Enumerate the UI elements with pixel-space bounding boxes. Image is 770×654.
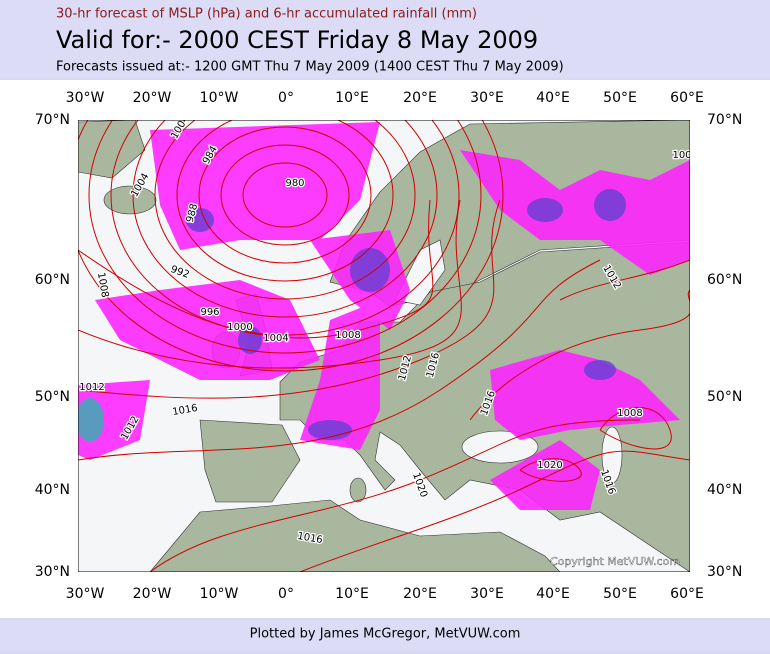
lon-label-bottom: 20°E	[403, 586, 437, 602]
isobars	[78, 120, 690, 572]
footer-credit: Plotted by James McGregor, MetVUW.com	[250, 627, 521, 642]
lon-label-top: 20°E	[403, 90, 437, 106]
lon-label-bottom: 30°W	[66, 586, 105, 602]
lat-label-right: 60°N	[707, 272, 742, 288]
lon-label-bottom: 10°W	[200, 586, 239, 602]
isobar-label: 1004	[263, 333, 288, 344]
lat-label-left: 70°N	[35, 112, 70, 128]
lon-label-bottom: 30°E	[470, 586, 504, 602]
isobar	[559, 259, 690, 301]
isobar	[176, 120, 394, 282]
lat-label-right: 30°N	[707, 564, 742, 580]
isobar	[78, 259, 601, 461]
isobar-label: 100	[672, 150, 691, 161]
copyright: Copyright MetVUW.com	[550, 555, 680, 568]
isobar	[78, 199, 501, 399]
isobar-label: 1020	[537, 460, 562, 471]
isobar-label: 980	[285, 178, 304, 189]
lon-label-top: 0°	[278, 90, 294, 106]
axis-labels: 30°W 30°W 20°W 20°W 10°W 10°W 0° 0° 10°E 10°E 20°E…	[35, 90, 743, 602]
isobar-label: 1008	[335, 330, 360, 341]
isobar	[469, 289, 690, 421]
lon-label-top: 30°E	[470, 90, 504, 106]
footer-band	[0, 620, 770, 650]
isobar	[154, 120, 416, 300]
lat-label-right: 70°N	[707, 112, 742, 128]
lat-label-left: 40°N	[35, 482, 70, 498]
issued: Forecasts issued at:- 1200 GMT Thu 7 May…	[56, 60, 564, 75]
title: Valid for:- 2000 CEST Friday 8 May 2009	[56, 26, 538, 54]
lon-label-top: 60°E	[670, 90, 704, 106]
lon-label-bottom: 40°E	[536, 586, 570, 602]
lon-label-bottom: 60°E	[670, 586, 704, 602]
lat-label-left: 30°N	[35, 564, 70, 580]
lat-label-left: 60°N	[35, 272, 70, 288]
isobar	[198, 126, 372, 264]
lon-label-bottom: 50°E	[603, 586, 637, 602]
lat-label-right: 50°N	[707, 389, 742, 405]
isobar	[78, 199, 462, 369]
isobar	[88, 120, 482, 354]
isobar	[519, 458, 582, 482]
isobar-label: 1012	[79, 382, 104, 393]
lon-label-top: 20°W	[133, 90, 172, 106]
isobar	[110, 120, 460, 336]
lon-label-bottom: 20°W	[133, 586, 172, 602]
isobar	[299, 450, 690, 572]
isobar-label: 996	[200, 307, 219, 318]
isobar	[78, 199, 434, 339]
lon-label-top: 10°W	[200, 90, 239, 106]
isobar	[220, 144, 350, 246]
lon-label-top: 40°E	[536, 90, 570, 106]
isobar	[149, 419, 641, 572]
lon-label-bottom: 10°E	[335, 586, 369, 602]
lat-label-left: 50°N	[35, 389, 70, 405]
isobar-label: 1000	[227, 322, 252, 333]
isobar	[242, 162, 328, 228]
lon-label-top: 30°W	[66, 90, 105, 106]
isobar	[599, 407, 672, 450]
lon-label-top: 50°E	[603, 90, 637, 106]
isobar	[78, 120, 504, 372]
isobar	[132, 120, 438, 318]
lat-label-right: 40°N	[707, 482, 742, 498]
isobar-label: 1008	[617, 408, 642, 419]
lon-label-bottom: 0°	[278, 586, 294, 602]
subtitle: 30-hr forecast of MSLP (hPa) and 6-hr ac…	[56, 7, 477, 22]
header-band	[0, 0, 770, 78]
lon-label-top: 10°E	[335, 90, 369, 106]
